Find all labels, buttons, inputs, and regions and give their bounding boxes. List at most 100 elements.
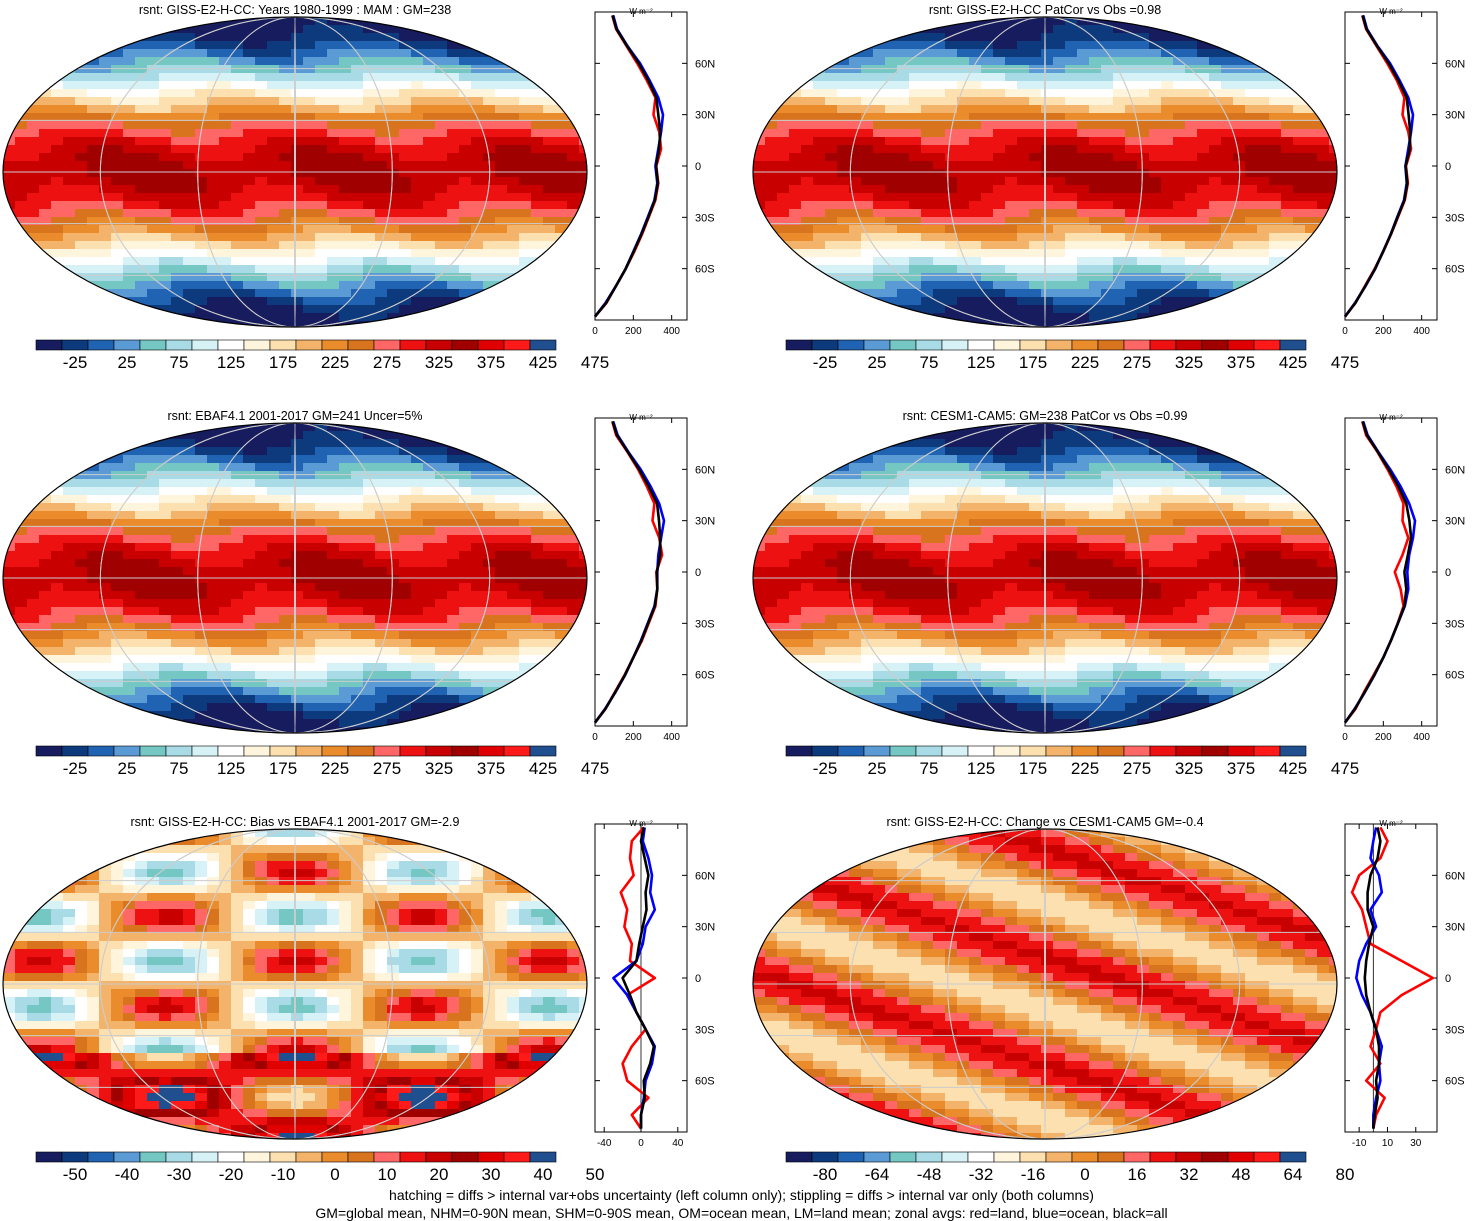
map-cell	[231, 511, 244, 520]
map-cell	[849, 249, 862, 258]
map-cell	[375, 209, 388, 218]
map-cell	[399, 105, 412, 114]
map-cell	[339, 233, 352, 242]
map-cell	[579, 479, 587, 488]
panel-3: rsnt: EBAF4.1 2001-2017 GM=241 Uncer=5% -…	[0, 406, 740, 806]
map-cell	[543, 559, 556, 568]
map-cell	[1185, 273, 1198, 282]
zonal-lat-label: 60S	[1445, 264, 1465, 276]
map-cell	[1065, 105, 1078, 114]
map-cell	[207, 249, 220, 258]
map-cell	[1005, 73, 1018, 82]
map-cell	[1305, 33, 1318, 42]
map-cell	[1317, 201, 1330, 210]
map-cell	[243, 519, 256, 528]
map-cell	[825, 217, 838, 226]
map-cell	[87, 527, 100, 536]
map-cell	[1233, 41, 1246, 50]
map-cell	[111, 89, 124, 98]
map-cell	[957, 169, 970, 178]
map-cell	[123, 551, 136, 560]
map-cell	[303, 423, 316, 432]
map-cell	[435, 185, 448, 194]
map-cell	[3, 113, 16, 122]
map-cell	[753, 321, 766, 327]
map-cell	[315, 313, 328, 322]
map-cell	[75, 439, 88, 448]
map-cell	[255, 225, 268, 234]
map-cell	[1101, 145, 1114, 154]
map-cell	[27, 193, 40, 202]
map-cell	[159, 217, 172, 226]
map-cell	[1041, 201, 1054, 210]
map-cell	[111, 49, 124, 58]
map-cell	[111, 169, 124, 178]
map-cell	[789, 113, 802, 122]
map-cell	[1329, 105, 1337, 114]
zonal-xtick-label: 0	[1342, 326, 1348, 337]
map-cell	[351, 113, 364, 122]
colorbar-box	[191, 339, 219, 351]
map-cell	[99, 225, 112, 234]
map-cell	[27, 217, 40, 226]
map-cell	[1029, 281, 1042, 290]
map-cell	[1053, 321, 1066, 327]
map-cell	[255, 567, 268, 576]
map-cell	[1065, 169, 1078, 178]
map-cell	[873, 177, 886, 186]
map-cell	[1209, 153, 1222, 162]
map-cell	[495, 519, 508, 528]
map-cell	[135, 487, 148, 496]
map-cell	[255, 145, 268, 154]
colorbar-box	[399, 339, 427, 351]
map-cell	[1329, 249, 1337, 258]
map-cell	[255, 551, 268, 560]
map-cell	[339, 487, 352, 496]
map-cell	[291, 121, 304, 130]
map-cell	[315, 201, 328, 210]
map-cell	[849, 153, 862, 162]
map-cell	[27, 511, 40, 520]
map-cell	[75, 113, 88, 122]
map-cell	[531, 455, 544, 464]
map-cell	[327, 233, 340, 242]
map-cell	[861, 65, 874, 74]
map-cell	[981, 193, 994, 202]
map-cell	[1209, 209, 1222, 218]
map-cell	[1029, 145, 1042, 154]
map-cell	[63, 583, 76, 592]
map-cell	[1197, 17, 1210, 26]
map-cell	[171, 241, 184, 250]
map-cell	[255, 479, 268, 488]
map-cell	[933, 129, 946, 138]
map-cell	[825, 169, 838, 178]
map-cell	[87, 129, 100, 138]
map-cell	[1053, 225, 1066, 234]
map-cell	[777, 81, 790, 90]
map-cell	[1173, 265, 1186, 274]
map-cell	[1029, 161, 1042, 170]
map-cell	[801, 169, 814, 178]
map-cell	[183, 121, 196, 130]
map-cell	[1005, 33, 1018, 42]
map-cell	[423, 257, 436, 266]
map-cell	[1125, 105, 1138, 114]
map-cell	[423, 551, 436, 560]
map-cell	[945, 241, 958, 250]
map-cell	[765, 305, 778, 314]
map-cell	[1053, 33, 1066, 42]
map-cell	[363, 257, 376, 266]
map-cell	[1065, 313, 1078, 322]
map-cell	[1269, 193, 1282, 202]
map-cell	[459, 273, 472, 282]
map-cell	[111, 25, 124, 34]
map-cell	[387, 479, 400, 488]
map-cell	[1197, 113, 1210, 122]
map-cell	[1005, 177, 1018, 186]
map-cell	[303, 471, 316, 480]
map-cell	[183, 487, 196, 496]
map-cell	[825, 177, 838, 186]
map-cell	[1269, 209, 1282, 218]
map-cell	[1221, 313, 1234, 322]
map-cell	[267, 89, 280, 98]
